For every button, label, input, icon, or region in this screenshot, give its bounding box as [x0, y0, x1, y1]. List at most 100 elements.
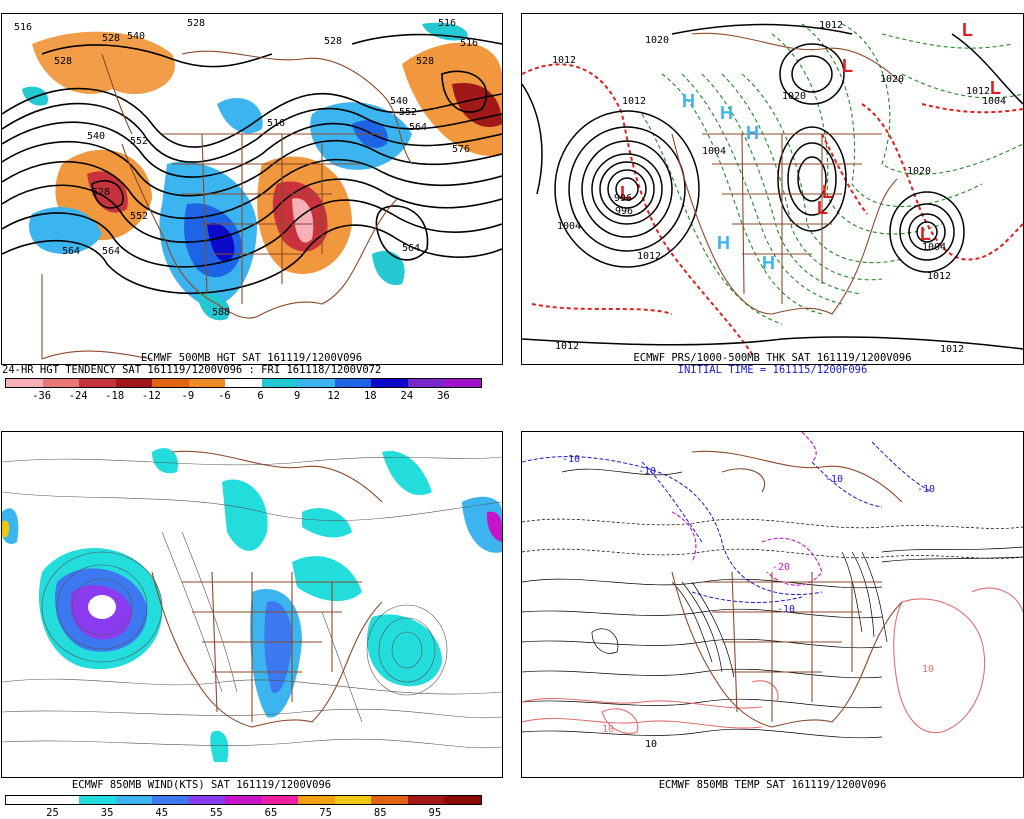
tendency-swatch [371, 379, 408, 387]
panel-850mb-wind: ECMWF 850MB WIND(KTS) SAT 161119/1200V09… [0, 418, 503, 819]
colorbar-label: 65 [264, 807, 278, 819]
contour-label: 540 [127, 31, 145, 42]
contour-label: 528 [324, 36, 342, 47]
high-pressure-icon: H [720, 103, 733, 123]
low-pressure-icon: L [962, 20, 973, 40]
low-pressure-icon: L [920, 224, 931, 244]
colorbar-label: 9 [293, 390, 301, 402]
colorbar-label: 55 [210, 807, 223, 819]
caption-850mb-wind: ECMWF 850MB WIND(KTS) SAT 161119/1200V09… [71, 779, 332, 791]
coastlines [151, 450, 383, 728]
temp-label: -10 [917, 484, 935, 495]
low-pressure-icon: L [817, 198, 828, 218]
tendency-swatch [444, 379, 481, 387]
contour-label: 528 [92, 187, 110, 198]
map-pressure-thickness: L L L L L L L H H H H H 1020 1012 1012 1… [521, 13, 1024, 365]
wind-swatch [334, 796, 372, 804]
wind-swatch [6, 796, 43, 804]
colorbar-label: 24 [400, 390, 414, 402]
contour-label: 552 [130, 136, 148, 147]
wind-swatch [444, 796, 481, 804]
temperature-labels: -10 -10 -10 -10 -20 -10 10 10 10 [562, 454, 935, 750]
high-pressure-icon: H [762, 253, 775, 273]
isobar-label: 1012 [637, 251, 661, 262]
caption-500mb-line1: ECMWF 500MB HGT SAT 161119/1200V096 [140, 352, 363, 364]
wind-swatch [298, 796, 335, 804]
panel-500mb-height: 516 528 540 528 528 516 528 540 552 564 … [0, 0, 503, 410]
isobar-label: 1004 [702, 146, 726, 157]
colorbar-label: -12 [141, 390, 161, 402]
colorbar-label: 35 [100, 807, 114, 819]
thickness-contours-red [522, 63, 1023, 355]
isobar-label: 1012 [819, 20, 843, 31]
map-850mb-temp-graphic: -10 -10 -10 -10 -20 -10 10 10 10 [522, 432, 1023, 750]
isobar-label: 1012 [555, 341, 579, 352]
contour-label: 540 [390, 96, 408, 107]
colorbar-label: -24 [68, 390, 88, 402]
contour-label: 528 [54, 56, 72, 67]
temp-label: -10 [777, 604, 795, 615]
tendency-swatch [334, 379, 372, 387]
coastlines [671, 32, 903, 315]
isobar-label: 1012 [622, 96, 646, 107]
pressure-centers: L L L L L L L H H H H H [620, 20, 1001, 273]
map-500mb-graphic: 516 528 540 528 528 516 528 540 552 564 … [2, 18, 502, 360]
tendency-colorbar [5, 378, 482, 388]
colorbar-label: 95 [428, 807, 442, 819]
low-pressure-icon: L [822, 182, 833, 202]
tendency-swatch [298, 379, 335, 387]
contour-label: 540 [87, 131, 105, 142]
tendency-swatch [188, 379, 226, 387]
isobars [522, 23, 1023, 350]
thickness-contours-green [641, 23, 1023, 325]
wind-swatch [261, 796, 299, 804]
tendency-swatch [79, 379, 116, 387]
contour-label: 552 [130, 211, 148, 222]
contour-label: 516 [460, 38, 478, 49]
tendency-colorbar-labels: -36 -24 -18 -12 -9 -6 6 9 12 18 24 36 [5, 390, 480, 404]
wind-swatch [152, 796, 189, 804]
contour-label: 516 [438, 18, 456, 29]
map-850mb-wind [1, 431, 503, 778]
isobar-label: 1012 [552, 55, 576, 66]
low-pressure-icon: L [620, 183, 631, 203]
wind-swatch [407, 796, 445, 804]
isobar-label: 1012 [927, 271, 951, 282]
wind-swatch [225, 796, 262, 804]
colorbar-label: 75 [319, 807, 332, 819]
colorbar-label: -6 [218, 390, 231, 402]
height-contour-labels: 516 528 540 528 528 516 528 540 552 564 … [14, 18, 478, 318]
temp-label: -10 [562, 454, 580, 465]
contour-label: 564 [402, 243, 420, 254]
wind-swatch [371, 796, 408, 804]
isobar-label: 1020 [907, 166, 931, 177]
wind-swatch [42, 796, 80, 804]
temperature-contours-magenta [671, 432, 823, 586]
coastlines [41, 50, 413, 360]
isobar-label: 1020 [880, 74, 904, 85]
wind-swatch [79, 796, 116, 804]
temp-label: -10 [825, 474, 843, 485]
colorbar-label: -36 [32, 390, 52, 402]
tendency-swatch [261, 379, 299, 387]
caption-850mb-temp: ECMWF 850MB TEMP SAT 161119/1200V096 [658, 779, 887, 791]
streamlines [2, 456, 502, 749]
isobar-label: 996 [614, 193, 632, 204]
temp-label: 10 [922, 664, 934, 675]
tendency-swatch [6, 379, 43, 387]
wind-colorbar [5, 795, 482, 805]
temp-label: -20 [772, 562, 790, 573]
contour-label: 564 [102, 246, 120, 257]
isobar-label: 1012 [940, 344, 964, 355]
colorbar-label: -9 [181, 390, 195, 402]
contour-label: 516 [14, 22, 32, 33]
isobar-label: 1004 [557, 221, 581, 232]
contour-label: 528 [187, 18, 205, 29]
colorbar-label: 45 [155, 807, 169, 819]
contour-label: 528 [102, 33, 120, 44]
panel-sea-level-pressure: L L L L L L L H H H H H 1020 1012 1012 1… [521, 0, 1024, 410]
temperature-contours-blue [522, 441, 933, 603]
wind-swatch [115, 796, 153, 804]
panel-850mb-temp: -10 -10 -10 -10 -20 -10 10 10 10 ECMWF 8… [521, 418, 1024, 819]
colorbar-label: 6 [257, 390, 264, 402]
